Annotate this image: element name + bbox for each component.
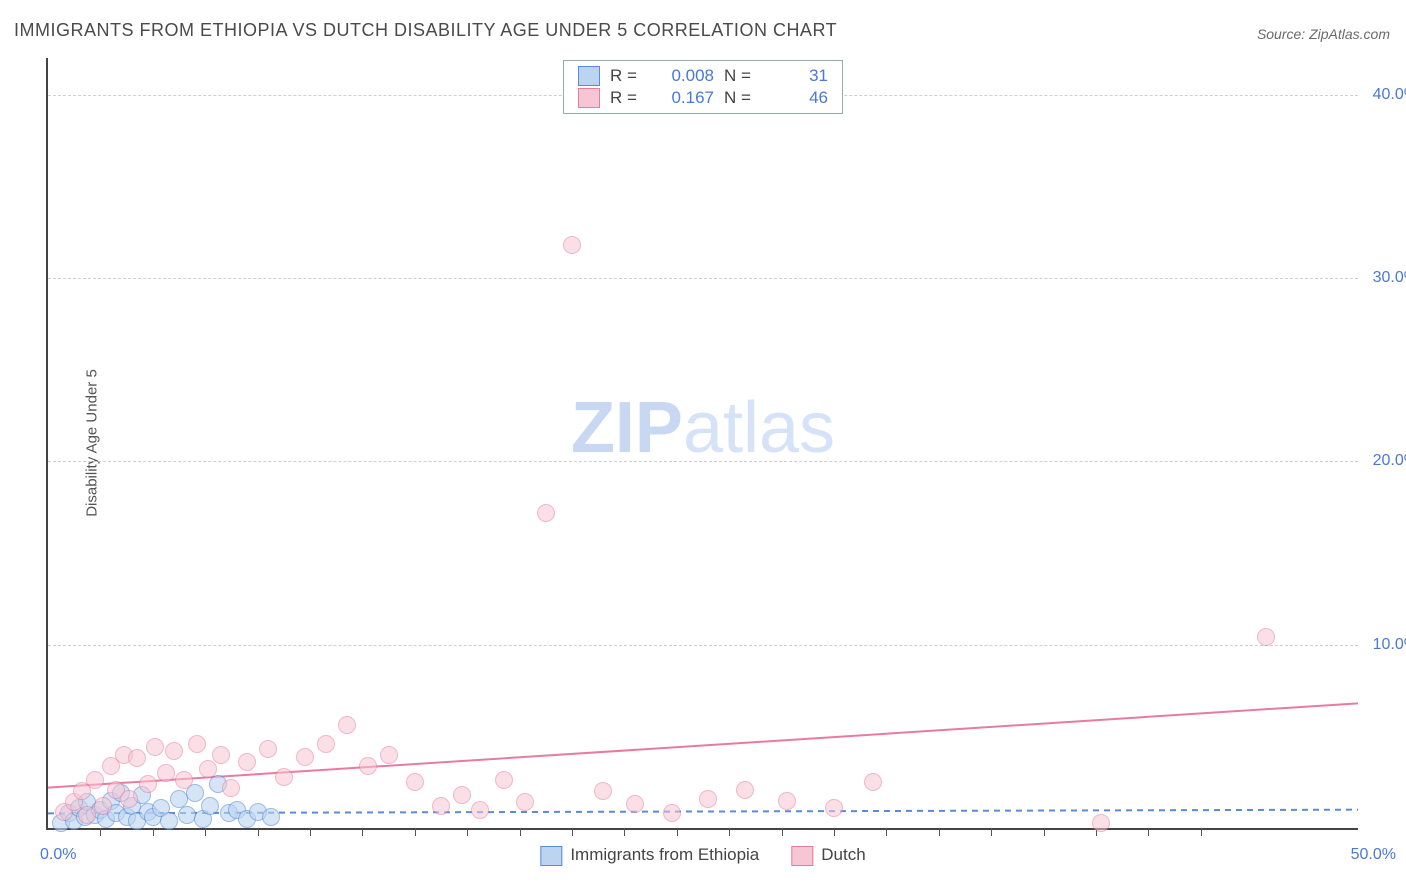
data-point bbox=[296, 748, 314, 766]
x-origin-label: 0.0% bbox=[40, 846, 76, 864]
data-point bbox=[825, 799, 843, 817]
data-point bbox=[146, 738, 164, 756]
data-point bbox=[128, 749, 146, 767]
data-point bbox=[165, 742, 183, 760]
y-axis-label: Disability Age Under 5 bbox=[83, 369, 100, 517]
plot-area: Disability Age Under 5 ZIPatlas 10.0%20.… bbox=[46, 58, 1358, 830]
data-point bbox=[94, 797, 112, 815]
data-point bbox=[432, 797, 450, 815]
data-point bbox=[663, 804, 681, 822]
data-point bbox=[212, 746, 230, 764]
legend-item: Dutch bbox=[791, 845, 865, 866]
data-point bbox=[238, 753, 256, 771]
data-point bbox=[160, 812, 178, 830]
correlation-legend: R =0.008N =31R =0.167N =46 bbox=[563, 60, 843, 114]
data-point bbox=[778, 792, 796, 810]
data-point bbox=[537, 504, 555, 522]
series-legend: Immigrants from Ethiopia Dutch bbox=[540, 845, 865, 866]
trend-lines bbox=[48, 58, 1358, 828]
data-point bbox=[86, 771, 104, 789]
data-point bbox=[359, 757, 377, 775]
chart-title: IMMIGRANTS FROM ETHIOPIA VS DUTCH DISABI… bbox=[14, 20, 837, 41]
data-point bbox=[495, 771, 513, 789]
data-point bbox=[275, 768, 293, 786]
data-point bbox=[594, 782, 612, 800]
legend-stat-row: R =0.008N =31 bbox=[578, 65, 828, 87]
data-point bbox=[516, 793, 534, 811]
data-point bbox=[406, 773, 424, 791]
data-point bbox=[157, 764, 175, 782]
source-attribution: Source: ZipAtlas.com bbox=[1257, 26, 1390, 42]
y-tick-label: 20.0% bbox=[1373, 452, 1406, 470]
data-point bbox=[1257, 628, 1275, 646]
legend-stat-row: R =0.167N =46 bbox=[578, 87, 828, 109]
data-point bbox=[175, 771, 193, 789]
y-tick-label: 30.0% bbox=[1373, 269, 1406, 287]
data-point bbox=[453, 786, 471, 804]
data-point bbox=[262, 808, 280, 826]
data-point bbox=[259, 740, 277, 758]
data-point bbox=[563, 236, 581, 254]
data-point bbox=[201, 797, 219, 815]
data-point bbox=[736, 781, 754, 799]
data-point bbox=[471, 801, 489, 819]
watermark: ZIPatlas bbox=[571, 387, 835, 469]
data-point bbox=[317, 735, 335, 753]
y-tick-label: 10.0% bbox=[1373, 636, 1406, 654]
data-point bbox=[864, 773, 882, 791]
data-point bbox=[626, 795, 644, 813]
data-point bbox=[139, 775, 157, 793]
data-point bbox=[188, 735, 206, 753]
data-point bbox=[1092, 814, 1110, 832]
data-point bbox=[199, 760, 217, 778]
x-max-label: 50.0% bbox=[1351, 846, 1396, 864]
data-point bbox=[699, 790, 717, 808]
data-point bbox=[222, 779, 240, 797]
legend-item: Immigrants from Ethiopia bbox=[540, 845, 759, 866]
data-point bbox=[380, 746, 398, 764]
y-tick-label: 40.0% bbox=[1373, 86, 1406, 104]
data-point bbox=[120, 790, 138, 808]
data-point bbox=[338, 716, 356, 734]
